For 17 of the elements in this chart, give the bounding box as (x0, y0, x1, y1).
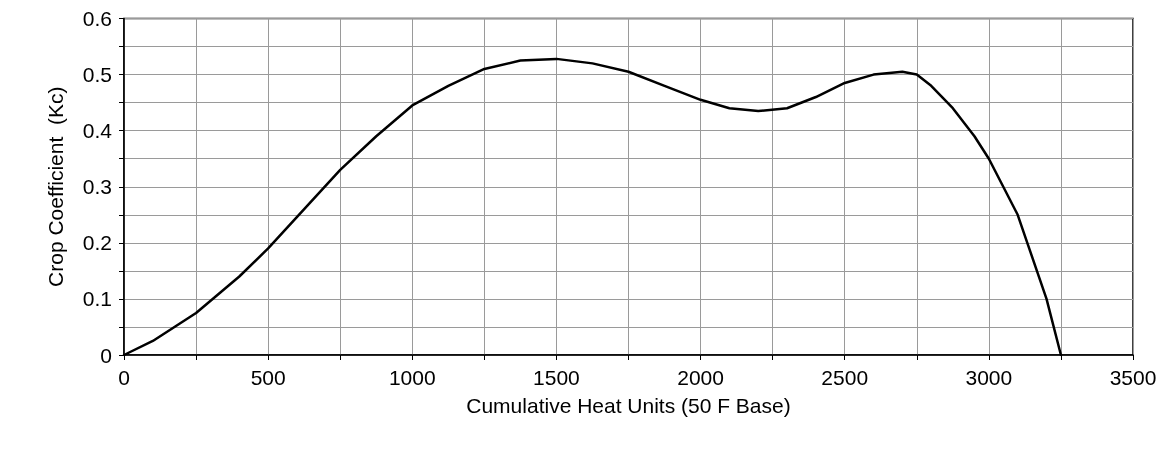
x-tick-label: 3000 (965, 366, 1013, 389)
x-tick-label: 1000 (388, 366, 436, 389)
y-tick-label: 0.1 (82, 287, 112, 311)
x-axis-title: Cumulative Heat Units (50 F Base) (466, 394, 791, 417)
x-tick-label: 0 (118, 366, 130, 389)
x-tick-label: 3500 (1109, 366, 1157, 389)
y-tick-label: 0.4 (82, 119, 113, 143)
y-tick-label: 0.2 (82, 231, 112, 255)
x-tick-label: 500 (250, 366, 286, 389)
x-tick-label: 2000 (677, 366, 724, 389)
y-tick-label: 0 (100, 343, 112, 367)
y-tick-label: 0.3 (82, 175, 112, 199)
x-tick-label: 1500 (533, 366, 580, 389)
y-tick-label: 0.5 (82, 63, 112, 87)
y-tick-label: 0.6 (82, 7, 112, 30)
x-tick-label: 2500 (821, 366, 869, 389)
y-axis-title: Crop Coefficient (Kc) (44, 86, 67, 287)
